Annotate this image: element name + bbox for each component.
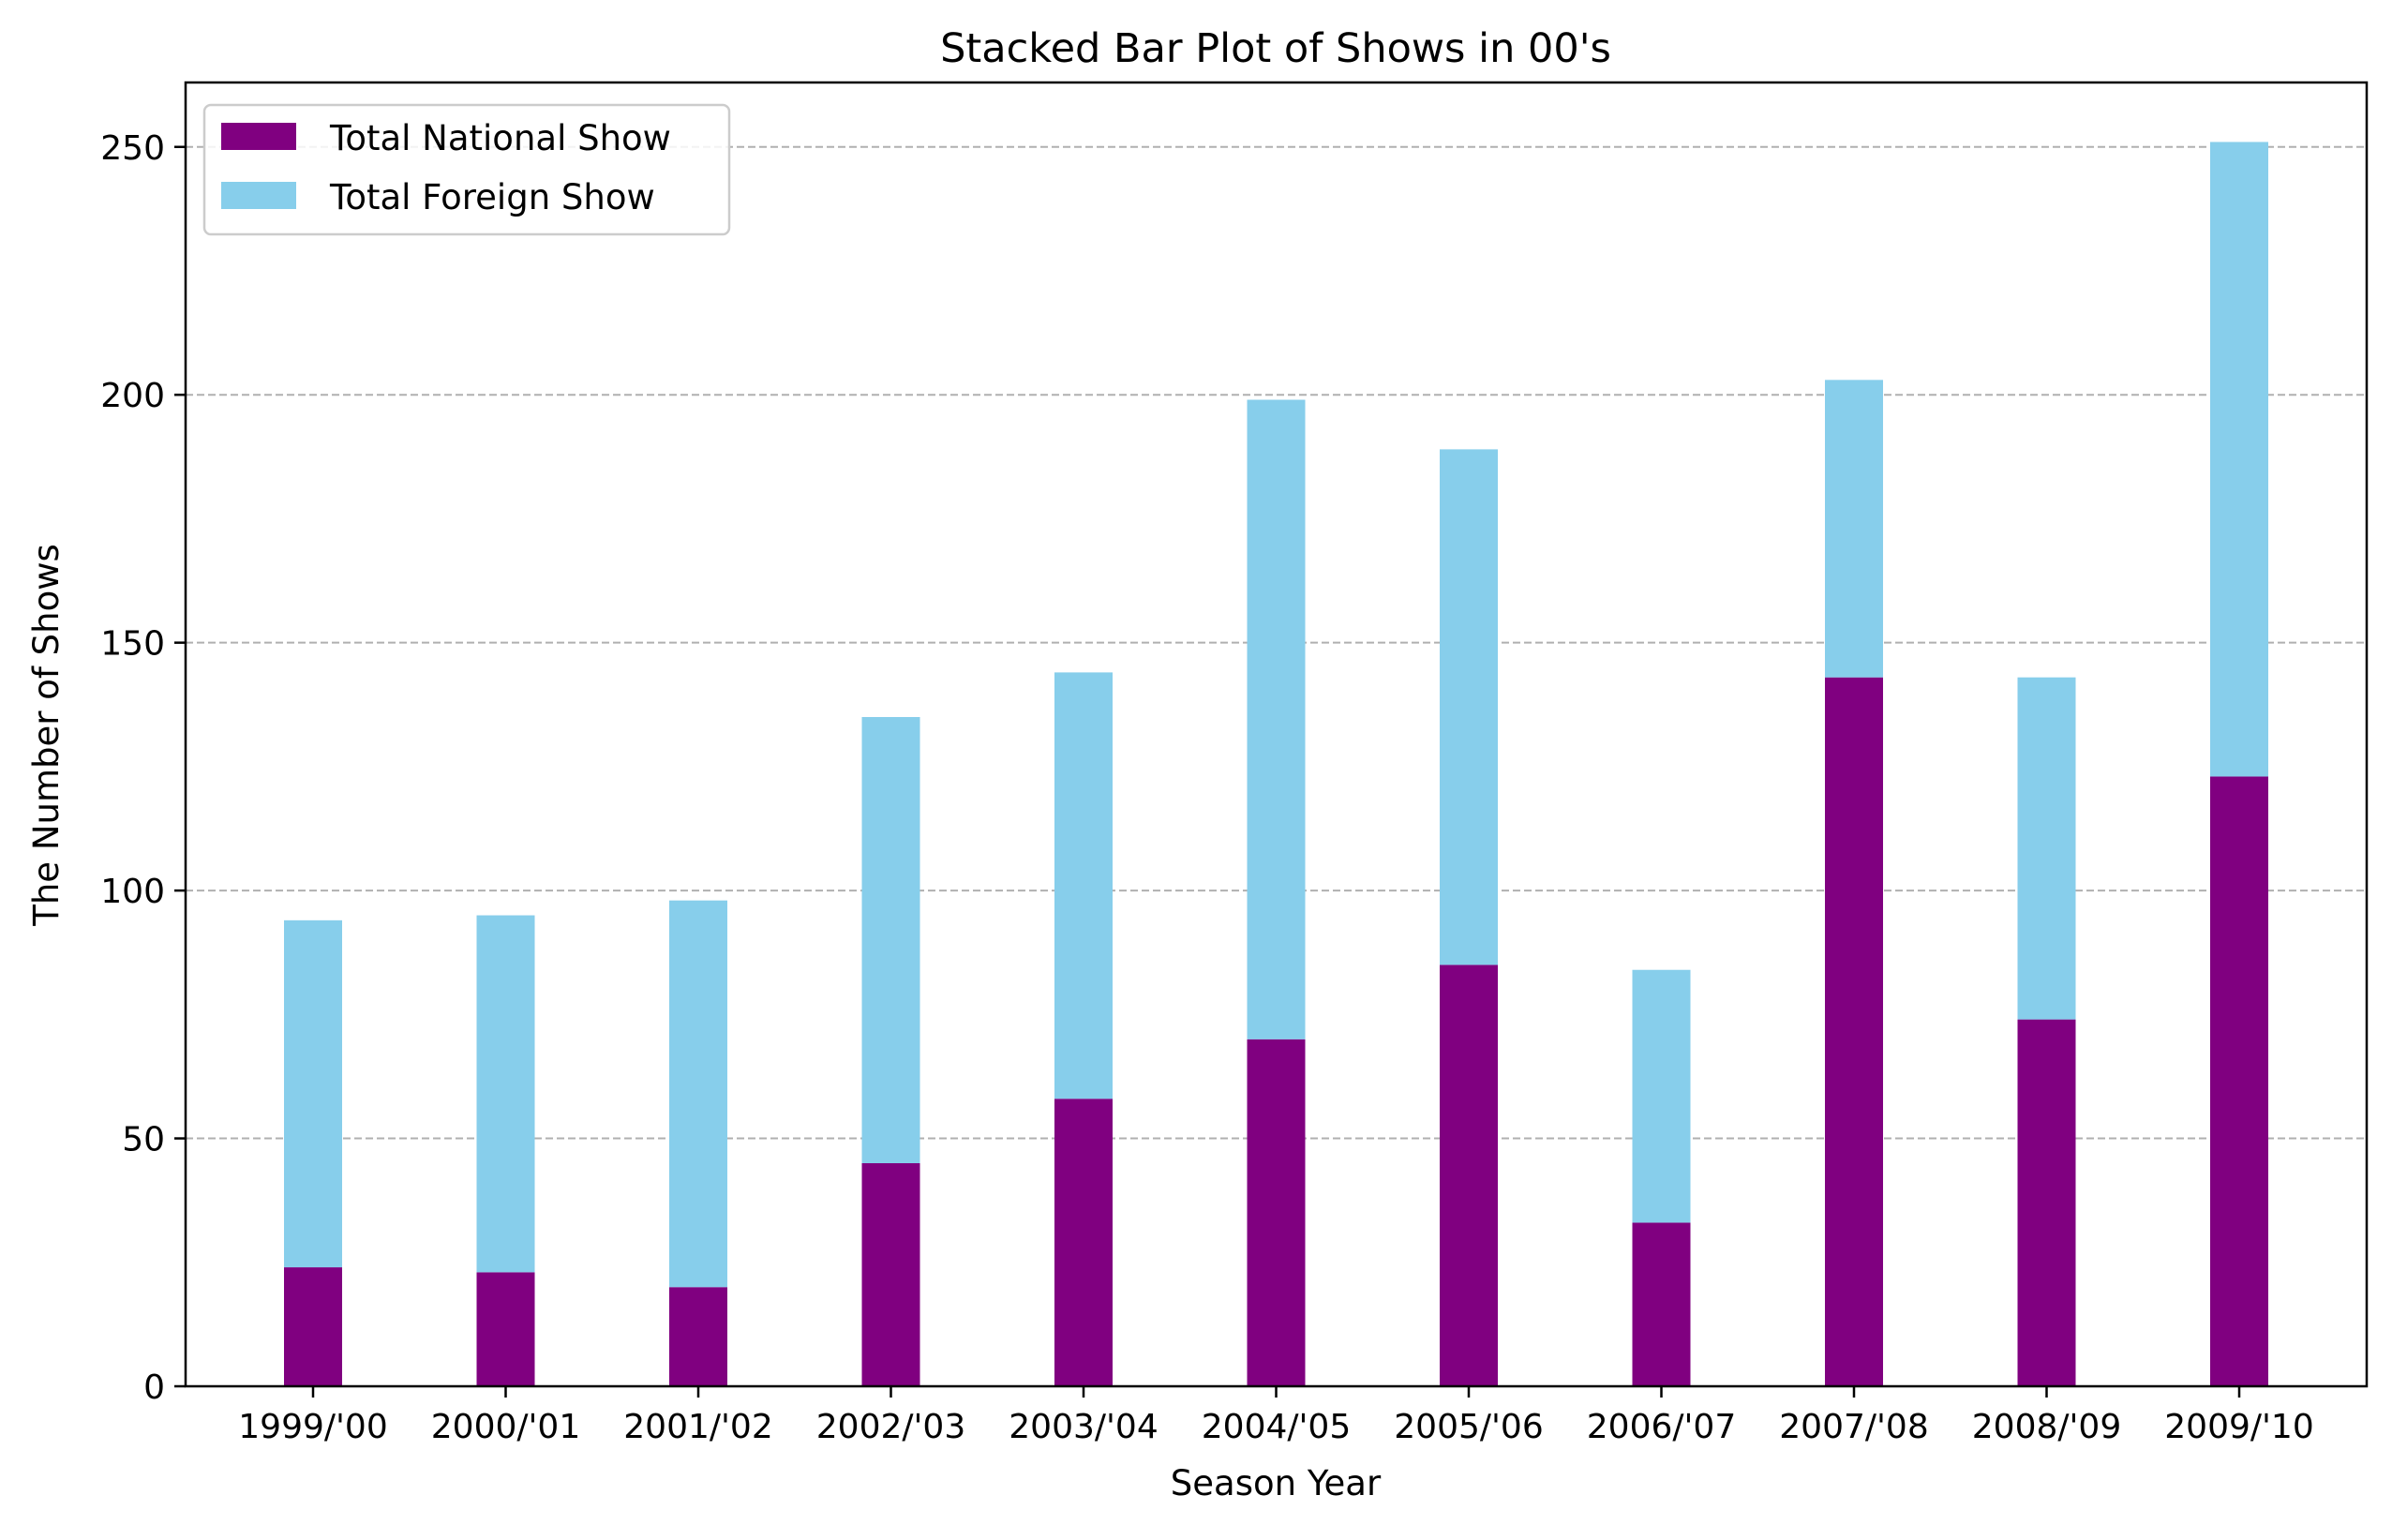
bar-national-5: [1247, 1039, 1306, 1386]
y-tick-label: 100: [100, 873, 165, 911]
y-tick-label: 50: [122, 1121, 165, 1159]
bar-foreign-5: [1247, 399, 1306, 1039]
legend-swatch-foreign: [221, 182, 296, 209]
bar-foreign-2: [669, 900, 727, 1288]
gridlines: [186, 145, 2367, 1140]
x-tick-label: 2005/'06: [1394, 1408, 1543, 1446]
bar-national-0: [284, 1267, 342, 1386]
bar-foreign-0: [284, 920, 342, 1268]
bar-national-1: [476, 1272, 535, 1386]
x-tick-label: 2001/'02: [623, 1408, 772, 1446]
bar-national-2: [669, 1287, 727, 1386]
x-tick-label: 2007/'08: [1779, 1408, 1928, 1446]
bar-foreign-6: [1440, 449, 1498, 965]
x-tick-label: 2000/'01: [431, 1408, 580, 1446]
legend: Total National Show Total Foreign Show: [202, 103, 731, 236]
bar-national-7: [1632, 1222, 1691, 1386]
x-tick-label: 2004/'05: [1202, 1408, 1351, 1446]
legend-label-national: Total National Show: [329, 118, 671, 158]
bar-foreign-1: [476, 915, 535, 1273]
legend-swatch-national: [221, 123, 296, 150]
bar-national-6: [1440, 964, 1498, 1386]
x-tick-label: 1999/'00: [238, 1408, 387, 1446]
x-axis-label: Season Year: [1171, 1463, 1382, 1503]
bars: [284, 142, 2268, 1386]
x-tick-label: 2003/'04: [1009, 1408, 1158, 1446]
chart-title: Stacked Bar Plot of Shows in 00's: [940, 25, 1611, 72]
x-tick-label: 2002/'03: [816, 1408, 965, 1446]
y-tick-label: 250: [100, 129, 165, 168]
bar-foreign-4: [1054, 672, 1113, 1099]
bar-foreign-3: [861, 716, 920, 1163]
bar-national-3: [861, 1162, 920, 1386]
bar-foreign-8: [1825, 380, 1883, 678]
bar-national-4: [1054, 1099, 1113, 1386]
x-tick-label: 2008/'09: [1972, 1408, 2121, 1446]
legend-box: [202, 103, 731, 236]
x-tick-label: 2009/'10: [2164, 1408, 2313, 1446]
bar-foreign-7: [1632, 969, 1691, 1223]
y-axis-ticks: 0 50 100 150 200 250: [100, 129, 186, 1407]
bar-national-9: [2017, 1019, 2076, 1386]
y-tick-label: 200: [100, 377, 165, 415]
bar-foreign-10: [2210, 142, 2268, 777]
bar-national-8: [1825, 677, 1883, 1386]
x-tick-label: 2006/'07: [1587, 1408, 1736, 1446]
bar-national-10: [2210, 776, 2268, 1386]
y-tick-label: 150: [100, 625, 165, 664]
y-tick-label: 0: [143, 1368, 165, 1407]
x-axis-ticks: 1999/'00 2000/'01 2001/'02 2002/'03 2003/'04…: [238, 1386, 2314, 1446]
y-axis-label: The Number of Shows: [26, 544, 67, 927]
bar-foreign-9: [2017, 677, 2076, 1020]
legend-label-foreign: Total Foreign Show: [329, 177, 655, 217]
